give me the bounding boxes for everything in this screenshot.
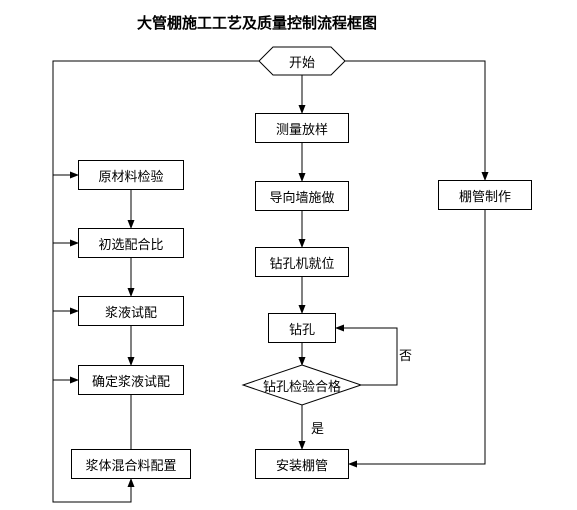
node-label-mix: 浆体混合料配置 xyxy=(85,455,176,474)
node-mix: 浆体混合料配置 xyxy=(71,449,191,479)
node-label-init: 初选配合比 xyxy=(98,234,163,253)
node-confirm: 确定浆液试配 xyxy=(78,365,184,395)
node-label-guide: 导向墙施做 xyxy=(269,187,334,206)
node-slurry: 浆液试配 xyxy=(78,296,184,326)
flowchart-canvas: 大管棚施工工艺及质量控制流程框图 开始测量放样原材料检验导向墙施做棚管制作初选配… xyxy=(0,0,577,510)
node-label-drill: 钻孔 xyxy=(289,319,315,338)
node-guide: 导向墙施做 xyxy=(255,181,349,211)
node-drill: 钻孔 xyxy=(268,313,336,343)
edge-label-lbl-yes: 是 xyxy=(311,418,324,437)
node-label-check: 钻孔检验合格 xyxy=(243,365,361,405)
node-label-install: 安装棚管 xyxy=(276,455,328,474)
node-measure: 测量放样 xyxy=(255,113,349,143)
node-label-confirm: 确定浆液试配 xyxy=(92,371,170,390)
edge-label-lbl-no: 否 xyxy=(399,345,412,364)
node-label-measure: 测量放样 xyxy=(276,119,328,138)
node-label-slurry: 浆液试配 xyxy=(105,302,157,321)
node-init: 初选配合比 xyxy=(78,228,184,258)
node-label-start: 开始 xyxy=(259,47,345,75)
node-pipe: 棚管制作 xyxy=(438,180,532,210)
node-install: 安装棚管 xyxy=(255,449,349,479)
node-label-raw: 原材料检验 xyxy=(98,166,163,185)
node-label-drillpos: 钻孔机就位 xyxy=(269,253,334,272)
node-raw: 原材料检验 xyxy=(78,160,184,190)
node-label-pipe: 棚管制作 xyxy=(459,186,511,205)
node-drillpos: 钻孔机就位 xyxy=(255,247,349,277)
